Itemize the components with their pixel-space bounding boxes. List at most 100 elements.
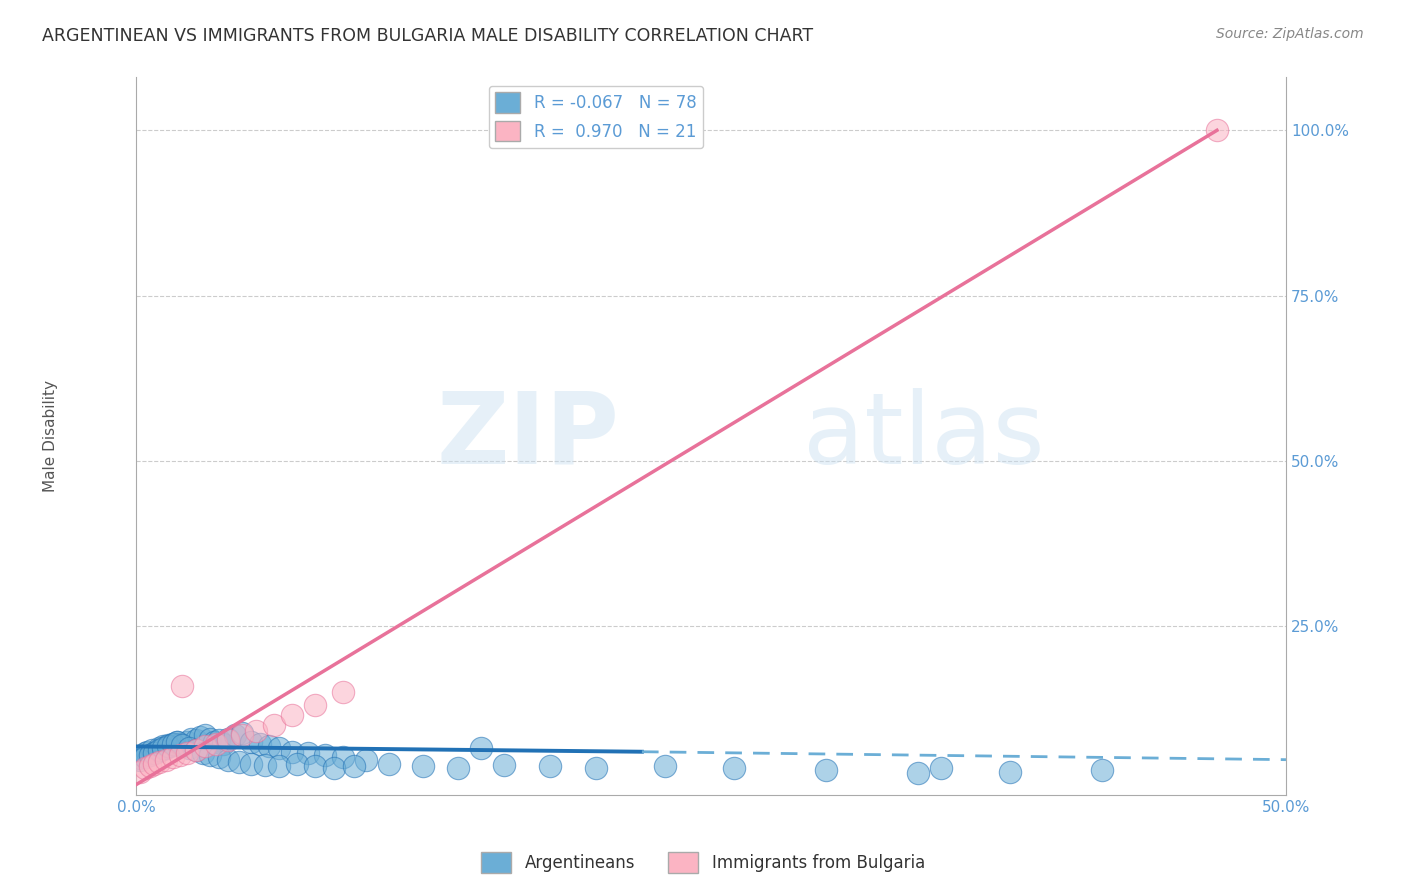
Point <box>723 761 745 775</box>
Point <box>239 756 262 771</box>
Point <box>141 743 163 757</box>
Point <box>162 750 184 764</box>
Point <box>198 731 221 746</box>
Point <box>170 679 193 693</box>
Point <box>143 746 166 760</box>
Point <box>136 745 159 759</box>
Point <box>184 743 207 757</box>
Point <box>378 756 401 771</box>
Point <box>654 759 676 773</box>
Point <box>267 741 290 756</box>
Point <box>169 747 191 762</box>
Point <box>231 728 253 742</box>
Point <box>412 759 434 773</box>
Point <box>148 755 170 769</box>
Point <box>208 750 231 764</box>
Text: ARGENTINEAN VS IMMIGRANTS FROM BULGARIA MALE DISABILITY CORRELATION CHART: ARGENTINEAN VS IMMIGRANTS FROM BULGARIA … <box>42 27 813 45</box>
Point <box>148 743 170 757</box>
Point <box>162 737 184 751</box>
Text: ZIP: ZIP <box>436 387 619 484</box>
Point <box>184 743 207 757</box>
Point <box>1091 763 1114 777</box>
Point <box>259 739 281 754</box>
Point <box>208 732 231 747</box>
Point <box>253 758 276 772</box>
Point <box>152 741 174 756</box>
Point <box>322 761 344 775</box>
Point <box>191 746 214 760</box>
Point <box>194 739 217 754</box>
Point <box>169 737 191 751</box>
Point <box>267 759 290 773</box>
Point <box>180 731 202 746</box>
Point <box>170 739 193 754</box>
Point <box>157 738 180 752</box>
Point <box>138 747 160 762</box>
Point <box>492 758 515 772</box>
Point <box>332 750 354 764</box>
Point <box>447 761 470 775</box>
Point <box>314 747 336 762</box>
Legend: R = -0.067   N = 78, R =  0.970   N = 21: R = -0.067 N = 78, R = 0.970 N = 21 <box>489 86 703 148</box>
Point <box>132 747 155 762</box>
Point <box>343 759 366 773</box>
Point <box>166 735 188 749</box>
Point <box>249 737 271 751</box>
Text: Source: ZipAtlas.com: Source: ZipAtlas.com <box>1216 27 1364 41</box>
Point <box>907 765 929 780</box>
Point <box>304 759 326 773</box>
Point <box>166 735 188 749</box>
Point <box>304 698 326 713</box>
Point <box>332 685 354 699</box>
Point <box>163 738 186 752</box>
Point <box>245 723 267 738</box>
Point <box>143 746 166 760</box>
Text: atlas: atlas <box>803 387 1045 484</box>
Point <box>162 737 184 751</box>
Point <box>231 726 253 740</box>
Point <box>148 741 170 756</box>
Point <box>159 739 181 754</box>
Point <box>129 764 152 779</box>
Point <box>217 732 239 747</box>
Point <box>354 753 377 767</box>
Point <box>152 739 174 754</box>
Point <box>134 746 156 760</box>
Point <box>228 755 250 769</box>
Y-axis label: Male Disability: Male Disability <box>44 380 58 492</box>
Point <box>176 735 198 749</box>
Point <box>281 708 304 723</box>
Point <box>188 730 211 744</box>
Point <box>170 738 193 752</box>
Point <box>138 759 160 773</box>
Point <box>217 753 239 767</box>
Point <box>998 764 1021 779</box>
Point <box>585 761 607 775</box>
Point <box>177 741 200 756</box>
Point <box>155 741 177 756</box>
Point <box>281 745 304 759</box>
Legend: Argentineans, Immigrants from Bulgaria: Argentineans, Immigrants from Bulgaria <box>474 846 932 880</box>
Point <box>212 737 235 751</box>
Point <box>538 759 561 773</box>
Point <box>143 756 166 771</box>
Point <box>470 741 492 756</box>
Point <box>129 753 152 767</box>
Point <box>814 763 837 777</box>
Point <box>202 735 225 749</box>
Point <box>194 728 217 742</box>
Point <box>285 756 308 771</box>
Point <box>263 718 285 732</box>
Point <box>297 746 319 760</box>
Point <box>198 747 221 762</box>
Point <box>150 743 173 757</box>
Point <box>205 737 228 751</box>
Point <box>155 753 177 767</box>
Point <box>134 761 156 775</box>
Point <box>929 761 952 775</box>
Point <box>145 745 167 759</box>
Point <box>217 731 239 746</box>
Point <box>1206 123 1229 137</box>
Point <box>129 751 152 765</box>
Point <box>239 735 262 749</box>
